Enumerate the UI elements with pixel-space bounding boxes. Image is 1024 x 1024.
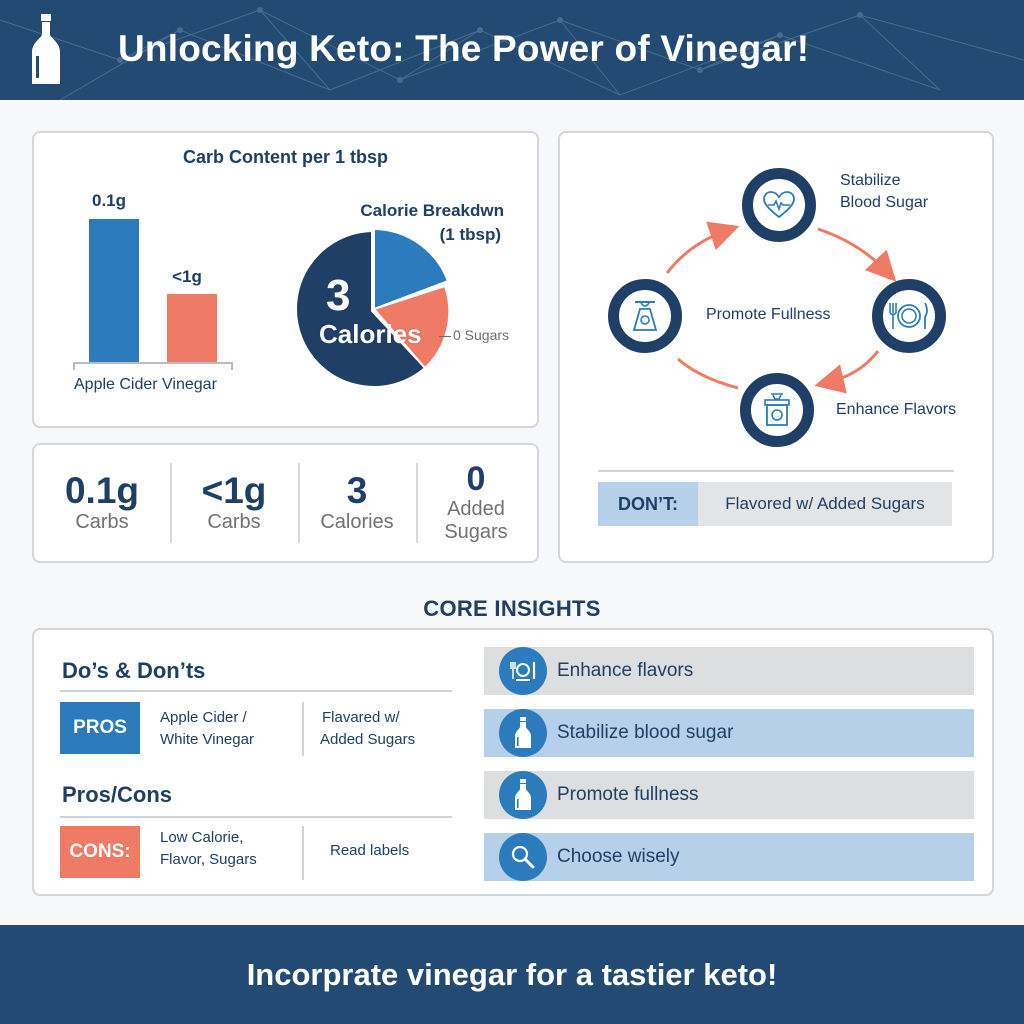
cycle-arrows <box>665 221 897 394</box>
pie-slice-coral <box>372 284 451 370</box>
dont-banner: DON’T: Flavored w/ Added Sugars <box>598 482 952 526</box>
kitchen-scale-icon <box>764 393 790 426</box>
carb-chart-card: Carb Content per 1 tbsp 0.1g <1g Apple C… <box>32 131 539 428</box>
pie-center-value: 3 <box>326 271 351 320</box>
pie-slice-blue <box>373 229 450 311</box>
cons-cell-2: Read labels <box>330 842 410 859</box>
magnifier-icon <box>511 845 535 869</box>
header-banner: Unlocking Keto: The Power of Vinegar! <box>0 0 1024 100</box>
calorie-pie-chart <box>295 229 451 388</box>
node-enhance-flavors <box>740 373 814 447</box>
cons-cell-1: Low Calorie, Flavor, Sugars <box>160 829 257 868</box>
stat-value: 3 <box>346 470 368 511</box>
stat-label: Carbs <box>75 511 129 533</box>
stat-value: 0 <box>466 460 486 498</box>
node-enhance-flavors-plate <box>872 279 946 353</box>
node-label-promote-fullness: Promote Fullness <box>706 306 831 323</box>
donts-cell-bad: Flavared w/ Added Sugars <box>320 709 416 748</box>
divider <box>60 690 452 692</box>
node-label-enhance-flavors: Enhance Flavors <box>836 401 957 418</box>
pie-title-line1: Calorie Breakdwn <box>360 201 504 220</box>
insight-text: Choose wisely <box>557 846 680 867</box>
node-stabilize-blood-sugar <box>742 168 816 242</box>
column-separator <box>302 702 304 756</box>
bar-value-label: 0.1g <box>91 191 127 210</box>
bar-value-label: <1g <box>172 267 202 286</box>
stat-carbs-0-1g: 0.1g Carbs <box>34 459 170 547</box>
pie-title-line2: (1 tbsp) <box>439 225 501 244</box>
x-axis-label: Apple Cider Vinegar <box>74 376 217 393</box>
benefits-cycle-card: Stabilize Blood Sugar Promote Fullness E… <box>558 131 994 563</box>
pros-tag: PROS <box>60 702 140 754</box>
node-promote-fullness <box>608 279 682 353</box>
dont-text: Flavored w/ Added Sugars <box>698 482 952 526</box>
divider <box>60 816 452 818</box>
pie-slice-dark <box>295 229 427 388</box>
weight-scale-icon <box>632 301 658 331</box>
dont-tag: DON’T: <box>598 482 698 526</box>
insight-enhance-flavors: Enhance flavors <box>484 647 974 695</box>
x-axis <box>73 362 233 364</box>
cons-tag: CONS: <box>60 826 140 878</box>
vinegar-bottle-icon <box>515 717 531 748</box>
insight-promote-fullness: Promote fullness <box>484 771 974 819</box>
stat-label: Calories <box>320 511 394 533</box>
node-label-stabilize: Stabilize Blood Sugar <box>840 172 929 212</box>
stat-added-sugars: 0 Added Sugars <box>416 459 536 547</box>
divider <box>598 470 954 472</box>
network-pattern <box>0 7 1024 100</box>
insight-choose-wisely: Choose wisely <box>484 833 974 881</box>
vinegar-bottle-icon <box>32 14 60 84</box>
insight-text: Enhance flavors <box>557 660 694 681</box>
footer-banner: Incorprate vinegar for a tastier keto! <box>0 925 1024 1024</box>
dos-donts-heading: Do’s & Don’ts <box>62 658 206 683</box>
column-separator <box>302 826 304 880</box>
footer-message: Incorprate vinegar for a tastier keto! <box>246 956 778 992</box>
plate-cutlery-icon <box>889 302 928 329</box>
bar-acv-0-1g <box>89 219 139 362</box>
core-insights-heading: CORE INSIGHTS <box>423 596 601 621</box>
vinegar-bottle-icon <box>515 779 531 810</box>
insight-text: Stabilize blood sugar <box>557 722 734 743</box>
stat-value: 0.1g <box>64 470 140 511</box>
stat-label: Carbs <box>207 511 261 533</box>
pros-cons-heading: Pros/Cons <box>62 782 173 807</box>
core-insights-card: Do’s & Don’ts PROS Apple Cider / White V… <box>32 628 994 896</box>
stat-value: <1g <box>201 470 267 511</box>
carb-chart-title: Carb Content per 1 tbsp <box>182 147 388 167</box>
stat-carbs-lt-1g: <1g Carbs <box>170 459 298 547</box>
x-axis-tick <box>73 362 75 370</box>
pie-center-label: Calories <box>319 319 422 349</box>
dos-cell-good: Apple Cider / White Vinegar <box>160 709 254 748</box>
stat-calories: 3 Calories <box>298 459 416 547</box>
x-axis-tick <box>231 362 233 370</box>
plate-cutlery-icon <box>510 662 536 681</box>
callout-line <box>439 336 451 337</box>
insight-stabilize-blood-sugar: Stabilize blood sugar <box>484 709 974 757</box>
bar-acv-lt-1g <box>167 294 217 362</box>
pie-callout-sugars: 0 Sugars <box>453 327 510 343</box>
page-title: Unlocking Keto: The Power of Vinegar! <box>118 28 810 69</box>
heart-pulse-icon <box>763 191 795 219</box>
stats-card: 0.1g Carbs <1g Carbs 3 Calories 0 Added … <box>32 443 539 563</box>
insight-text: Promote fullness <box>557 784 699 805</box>
stat-label: Added Sugars <box>444 498 508 543</box>
